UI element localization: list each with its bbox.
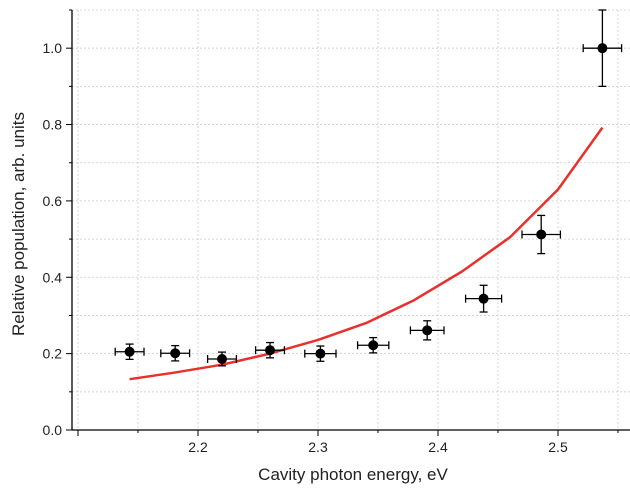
y-tick-label: 0.0 (43, 422, 63, 438)
data-marker (368, 340, 379, 351)
data-marker (315, 348, 326, 359)
data-marker (217, 353, 227, 364)
y-tick-label: 1.0 (43, 40, 63, 56)
data-point (356, 336, 390, 354)
data-point (409, 320, 445, 341)
data-point (582, 9, 623, 88)
data-marker (597, 43, 608, 54)
data-marker (422, 325, 433, 336)
y-tick-label: 0.8 (43, 117, 63, 133)
data-point (254, 341, 286, 359)
data-marker (170, 348, 181, 359)
data-marker (536, 229, 547, 240)
data-marker (265, 345, 275, 356)
data-marker (478, 293, 489, 304)
ticks: 2.2 2.3 2.4 2.5 0.0 0.2 0.4 0.6 0.8 1.0 (43, 9, 619, 455)
y-axis-title: Relative population, arb. units (9, 112, 28, 336)
x-tick-label: 2.3 (308, 439, 328, 455)
x-axis-title: Cavity photon energy, eV (258, 465, 448, 484)
data-point (160, 344, 191, 362)
x-tick-label: 2.2 (188, 439, 208, 455)
model-curve (129, 126, 604, 381)
data-point (206, 351, 238, 367)
points-layer (114, 9, 623, 367)
axes (71, 10, 630, 431)
data-marker (124, 346, 135, 357)
x-tick-label: 2.5 (548, 439, 568, 455)
y-tick-label: 0.4 (43, 269, 63, 285)
x-tick-label: 2.4 (428, 439, 448, 455)
y-tick-label: 0.6 (43, 193, 63, 209)
grid (72, 9, 630, 430)
data-point (464, 284, 503, 313)
curve-layer (129, 126, 604, 381)
y-tick-label: 0.2 (43, 346, 63, 362)
data-point (304, 345, 337, 362)
data-point (114, 343, 145, 361)
data-point (521, 214, 562, 255)
